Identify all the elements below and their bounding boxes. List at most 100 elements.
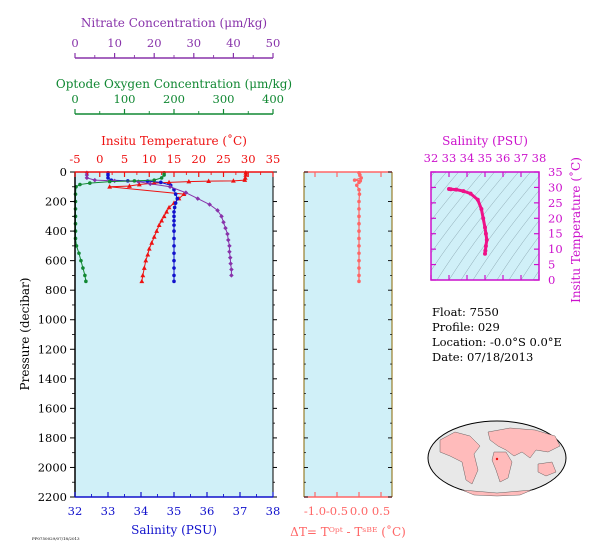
pressure-tick-label: 800 (45, 283, 67, 297)
temperature-point (146, 246, 152, 251)
dt-x-tick-label: -1.0 (304, 504, 326, 518)
dt-point (352, 178, 357, 182)
ts-y-tick-label: 35 (548, 165, 563, 179)
temperature-tick-label: 5 (121, 152, 128, 166)
ts-x-tick-label: 33 (442, 151, 457, 165)
info-location: Location: -0.0°S 0.0°E (432, 335, 562, 349)
nitrate-tick-label: 30 (186, 36, 201, 50)
ts-y-tick-label: 30 (548, 180, 563, 194)
oxygen-point (83, 273, 87, 278)
temperature-point (139, 278, 145, 284)
salinity-axis-label: Salinity (PSU) (131, 523, 217, 537)
salinity-point (172, 279, 176, 284)
temperature-point (149, 240, 155, 245)
salinity-point (106, 173, 110, 177)
dt-point (357, 180, 361, 185)
temperature-point (145, 252, 151, 257)
density-contour (431, 172, 471, 222)
temperature-point (154, 228, 160, 233)
temperature-point (141, 265, 147, 270)
density-contour (431, 172, 483, 237)
info-profile: Profile: 029 (432, 320, 500, 334)
ts-x-tick-label: 32 (424, 151, 439, 165)
oxygen-point (132, 179, 137, 183)
pressure-tick-label: 400 (45, 224, 67, 238)
pressure-tick-label: 1000 (38, 313, 67, 327)
density-contour (496, 220, 539, 280)
salinity-point (175, 196, 180, 201)
main-profile-plot: 0200400600800100012001400160018002000220… (18, 16, 292, 537)
temperature-point (151, 234, 157, 239)
salinity-tick-label: 33 (101, 504, 116, 518)
ts-x-tick-label: 37 (514, 151, 529, 165)
ts-point (461, 189, 466, 194)
oxygen-point (107, 179, 112, 184)
ts-point (483, 225, 487, 230)
salinity-tick-label: 35 (167, 504, 182, 518)
temperature-tick-label: 30 (241, 152, 256, 166)
salinity-tick-label: 32 (68, 504, 83, 518)
oxygen-axis-label: Optode Oxygen Concentration (μm/kg) (56, 77, 292, 91)
temperature-point (140, 272, 146, 278)
oxygen-point (162, 173, 166, 177)
pressure-tick-label: 600 (45, 254, 67, 268)
nitrate-point (92, 177, 98, 183)
dt-point (357, 266, 361, 270)
temperature-point (136, 181, 142, 187)
ts-y-tick-label: 20 (548, 211, 563, 225)
ts-x-tick-label: 35 (478, 151, 493, 165)
density-contour (431, 172, 495, 254)
dt-point (357, 207, 361, 211)
dt-point (357, 273, 361, 278)
temperature-point (161, 213, 167, 219)
dt-x-tick-label: 0.0 (350, 504, 368, 518)
temperature-tick-label: 10 (142, 152, 157, 166)
salinity-point (172, 266, 176, 270)
temperature-point (166, 179, 172, 185)
salinity-point (172, 244, 176, 248)
temperature-point (206, 178, 212, 183)
temperature-tick-label: -5 (69, 152, 80, 166)
oxygen-point (79, 258, 83, 263)
temperature-tick-label: 35 (266, 152, 281, 166)
pressure-tick-label: 200 (45, 195, 67, 209)
nitrate-point (228, 261, 233, 266)
temperature-point (166, 204, 172, 210)
density-contour (431, 172, 507, 272)
temperature-point (156, 222, 162, 227)
ts-point (483, 248, 488, 253)
ts-x-tick-label: 38 (532, 151, 547, 165)
pressure-tick-label: 1400 (38, 372, 67, 386)
pressure-tick-label: 1800 (38, 431, 67, 445)
dt-x-tick-label: -0.5 (326, 504, 348, 518)
temperature-point (181, 191, 187, 196)
info-date: Date: 07/18/2013 (432, 350, 534, 364)
oxygen-tick-label: 100 (114, 92, 136, 106)
nitrate-tick-label: 40 (226, 36, 241, 50)
nitrate-axis-label: Nitrate Concentration (μm/kg) (81, 16, 267, 30)
delta-t-plot: -1.0 -0.5 0.0 0.5 ΔT= Tᴼᵖᵗ - Tˢᴮᴱ (˚C) (290, 170, 406, 539)
temperature-point (242, 175, 248, 180)
dt-axis-label: ΔT= Tᴼᵖᵗ - Tˢᴮᴱ (˚C) (290, 524, 406, 539)
ts-y-tick-label: 0 (548, 273, 555, 287)
salinity-point (172, 214, 176, 219)
pressure-axis-label: Pressure (decibar) (18, 278, 32, 391)
oxygen-point (152, 178, 156, 182)
temperature-point (143, 258, 149, 263)
temperature-tick-label: 15 (167, 152, 182, 166)
salinity-tick-label: 37 (233, 504, 248, 518)
salinity-point (159, 180, 163, 185)
ts-y-tick-label: 10 (548, 242, 563, 256)
temperature-point (159, 218, 165, 223)
temperature-tick-label: 25 (216, 152, 231, 166)
ts-y-tick-label: 25 (548, 196, 563, 210)
nitrate-point (84, 175, 90, 181)
salinity-point (106, 176, 110, 180)
density-contour (484, 205, 539, 280)
density-contour (460, 175, 539, 280)
ts-y-tick-label: 5 (548, 258, 555, 272)
ts-point (483, 231, 488, 236)
ts-x-axis-label: Salinity (PSU) (442, 134, 528, 148)
density-contour (520, 252, 539, 280)
ts-point (479, 207, 484, 212)
